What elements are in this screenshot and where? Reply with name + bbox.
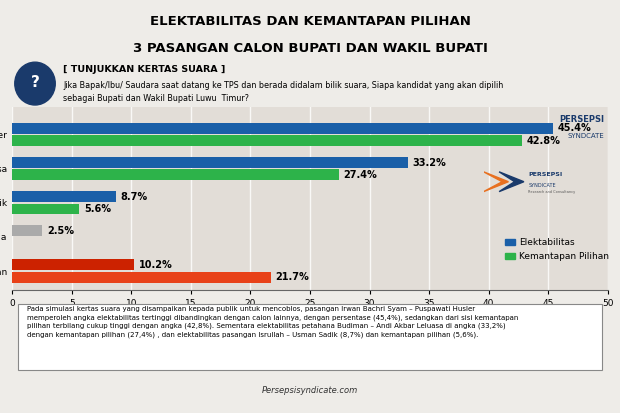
Text: ELEKTABILITAS DAN KEMANTAPAN PILIHAN: ELEKTABILITAS DAN KEMANTAPAN PILIHAN xyxy=(149,14,471,28)
Bar xyxy=(12,191,116,202)
Text: Jika Bapak/Ibu/ Saudara saat datang ke TPS dan berada didalam bilik suara, Siapa: Jika Bapak/Ibu/ Saudara saat datang ke T… xyxy=(63,81,503,103)
Text: SYNDCATE: SYNDCATE xyxy=(568,133,604,139)
Text: 5.6%: 5.6% xyxy=(84,204,111,214)
Legend: Elektabilitas, Kemantapan Pilihan: Elektabilitas, Kemantapan Pilihan xyxy=(505,238,609,261)
Text: 21.7%: 21.7% xyxy=(275,272,309,282)
Text: 42.8%: 42.8% xyxy=(526,136,560,146)
FancyBboxPatch shape xyxy=(19,304,601,370)
Bar xyxy=(12,259,134,270)
Text: 8.7%: 8.7% xyxy=(121,192,148,202)
Text: 33.2%: 33.2% xyxy=(412,158,446,168)
Text: 10.2%: 10.2% xyxy=(139,260,172,270)
Bar xyxy=(12,169,339,180)
Polygon shape xyxy=(484,172,508,192)
Text: PERSEPSI: PERSEPSI xyxy=(560,115,604,123)
Bar xyxy=(12,204,79,214)
Text: Pada simulasi kertas suara yang disampaikan kepada publik untuk mencoblos, pasan: Pada simulasi kertas suara yang disampai… xyxy=(27,306,519,338)
Polygon shape xyxy=(499,172,524,192)
Text: 27.4%: 27.4% xyxy=(343,170,377,180)
Text: SYNDICATE: SYNDICATE xyxy=(528,183,556,188)
Text: Research and Consultancy: Research and Consultancy xyxy=(528,190,575,194)
Text: 45.4%: 45.4% xyxy=(557,123,591,133)
Bar xyxy=(12,157,407,168)
Bar xyxy=(12,123,553,134)
Text: ?: ? xyxy=(30,75,40,90)
Text: [ TUNJUKKAN KERTAS SUARA ]: [ TUNJUKKAN KERTAS SUARA ] xyxy=(63,65,225,74)
Bar xyxy=(12,272,271,282)
Bar xyxy=(12,135,522,146)
Text: PERSEPSI: PERSEPSI xyxy=(528,172,562,177)
Ellipse shape xyxy=(15,62,55,105)
Bar xyxy=(12,225,42,236)
Text: 2.5%: 2.5% xyxy=(47,226,74,236)
Text: 3 PASANGAN CALON BUPATI DAN WAKIL BUPATI: 3 PASANGAN CALON BUPATI DAN WAKIL BUPATI xyxy=(133,42,487,55)
Text: Persepsisyndicate.com: Persepsisyndicate.com xyxy=(262,387,358,395)
